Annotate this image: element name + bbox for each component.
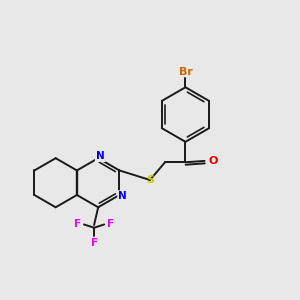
Text: Br: Br (178, 67, 192, 77)
Text: N: N (118, 191, 127, 201)
Text: S: S (146, 175, 154, 185)
Text: N: N (96, 151, 105, 161)
Text: F: F (107, 220, 114, 230)
Text: O: O (208, 156, 218, 166)
Text: F: F (91, 238, 98, 248)
Text: F: F (74, 220, 81, 230)
